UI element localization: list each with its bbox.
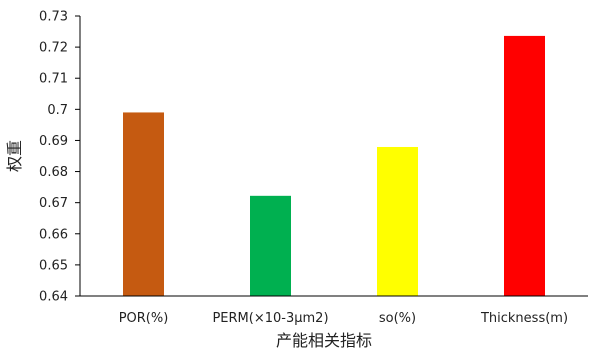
bar xyxy=(504,35,545,297)
y-axis-ticks: 0.64 0.65 0.66 0.67 0.68 0.69 0.7 0.71 0.72 0.73 xyxy=(39,10,80,305)
x-category-label: POR(%) xyxy=(119,311,169,326)
bars-group xyxy=(123,35,545,297)
y-tick-label: 0.68 xyxy=(39,165,68,180)
bar xyxy=(250,195,291,296)
x-axis-title: 产能相关指标 xyxy=(276,331,372,350)
y-tick-label: 0.72 xyxy=(39,41,68,56)
y-tick-label: 0.67 xyxy=(39,196,68,211)
y-tick-label: 0.66 xyxy=(39,227,68,242)
y-tick-label: 0.65 xyxy=(39,258,68,273)
bar xyxy=(377,146,418,296)
x-category-label: PERM(×10-3μm2) xyxy=(212,311,328,326)
x-category-label: Thickness(m) xyxy=(480,311,568,326)
y-tick-label: 0.73 xyxy=(39,10,68,25)
y-tick-label: 0.69 xyxy=(39,134,68,149)
x-axis-labels: POR(%) PERM(×10-3μm2) so(%) Thickness(m) xyxy=(119,311,568,326)
y-axis-title: 权重 xyxy=(5,140,24,172)
bar xyxy=(123,112,164,296)
y-tick-label: 0.71 xyxy=(39,72,68,87)
x-category-label: so(%) xyxy=(379,311,416,326)
y-tick-label: 0.7 xyxy=(47,103,68,118)
y-tick-label: 0.64 xyxy=(39,290,68,305)
